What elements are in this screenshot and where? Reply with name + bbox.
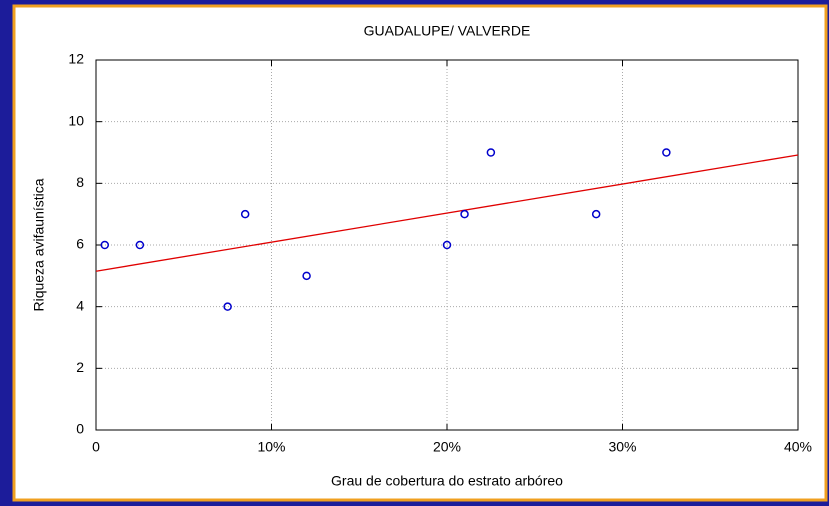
- data-point: [460, 209, 469, 219]
- y-tick-label: 8: [76, 174, 84, 190]
- x-tick-label: 10%: [257, 439, 285, 455]
- data-point: [442, 240, 452, 250]
- data-point: [486, 148, 496, 157]
- panel: [12, 4, 828, 502]
- x-tick-label: 30%: [608, 439, 636, 455]
- y-tick-label: 2: [76, 359, 84, 375]
- data-point: [302, 271, 311, 281]
- x-tick-label: 0: [92, 439, 100, 455]
- y-tick-label: 12: [68, 51, 84, 67]
- data-point: [240, 209, 250, 219]
- x-axis-label: Grau de cobertura do estrato arbóreo: [331, 473, 563, 489]
- x-tick-label: 40%: [784, 439, 812, 455]
- trend-line: [95, 154, 799, 272]
- y-tick-label: 0: [76, 421, 84, 437]
- data-point: [223, 302, 232, 311]
- data-point: [100, 240, 110, 250]
- chart-title: GUADALUPE/ VALVERDE: [364, 23, 531, 39]
- y-tick-label: 10: [68, 112, 84, 128]
- y-axis-label: Riqueza avifaunística: [31, 178, 47, 311]
- data-point: [662, 148, 671, 157]
- x-tick-label: 20%: [433, 439, 461, 455]
- y-tick-label: 6: [76, 236, 84, 252]
- data-point: [591, 209, 601, 219]
- data-point: [135, 240, 145, 250]
- plot-frame: [95, 59, 799, 431]
- y-tick-label: 4: [76, 297, 84, 313]
